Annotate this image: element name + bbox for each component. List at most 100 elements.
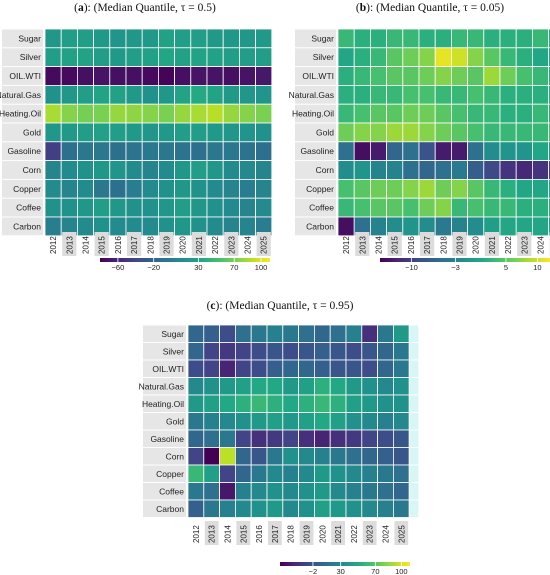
row-label-bg xyxy=(2,217,43,236)
heatmap-edge-cell xyxy=(408,429,420,448)
heatmap-cell xyxy=(282,482,299,501)
col-label-2022: 2022 xyxy=(350,525,359,543)
heatmap-cell xyxy=(266,359,284,378)
row-label-bg xyxy=(143,500,186,517)
heatmap-cell xyxy=(250,324,268,343)
legend-tick-label: 100 xyxy=(395,567,408,575)
heatmap-cell xyxy=(345,359,363,378)
heatmap-cell xyxy=(377,359,394,378)
col-label-bg xyxy=(191,232,206,256)
heatmap-cell xyxy=(298,324,315,343)
heatmap-cell xyxy=(329,342,347,361)
col-label-2019: 2019 xyxy=(163,236,172,254)
col-label-bg xyxy=(394,521,409,545)
col-label-2012: 2012 xyxy=(49,236,58,254)
row-label-sugar: Sugar xyxy=(18,33,41,43)
legend-tick-label: −3 xyxy=(451,263,460,272)
row-label-bg xyxy=(143,413,186,430)
heatmap-cell xyxy=(282,377,299,396)
col-label-2025: 2025 xyxy=(260,236,269,254)
heatmap-cell xyxy=(282,429,299,448)
col-label-bg xyxy=(127,232,142,256)
heatmap-edge-cell xyxy=(408,412,420,431)
row-label-coffee: Coffee xyxy=(159,486,184,496)
heatmap-cell xyxy=(392,377,410,396)
legend-tick-label: 10 xyxy=(533,263,541,272)
row-label-bg xyxy=(143,378,186,395)
heatmap-cell xyxy=(266,412,284,431)
row-label-bg xyxy=(143,395,186,412)
heatmap-cell xyxy=(313,464,331,483)
row-label-gold: Gold xyxy=(166,416,184,426)
heatmap-cell xyxy=(329,377,347,396)
heatmap-cell xyxy=(187,342,205,361)
heatmap-cell xyxy=(361,429,378,448)
heatmap-cell xyxy=(187,447,205,466)
heatmap-cell xyxy=(219,394,236,413)
heatmap-cell xyxy=(282,394,299,413)
heatmap-cell xyxy=(250,482,268,501)
col-label-bg xyxy=(224,232,239,256)
heatmap-cell xyxy=(313,324,331,343)
heatmap-cell xyxy=(219,429,236,448)
heatmap-cell xyxy=(219,464,236,483)
heatmap-cell xyxy=(329,412,347,431)
heatmap-edge-cell xyxy=(408,482,420,501)
heatmap-cell xyxy=(250,359,268,378)
heatmap-cell xyxy=(187,377,205,396)
row-label-heating-oil: Heating.Oil xyxy=(292,109,334,119)
row-label-bg xyxy=(143,483,186,500)
heatmap-cell xyxy=(298,464,315,483)
heatmap-cell xyxy=(234,324,252,343)
row-label-bg xyxy=(143,360,186,377)
row-label-bg xyxy=(143,343,186,360)
heatmap-cell xyxy=(203,447,221,466)
row-label-bg xyxy=(295,29,336,48)
heatmap-cell xyxy=(203,499,221,518)
col-label-bg xyxy=(94,232,109,256)
row-label-oil-wti: OIL.WTI xyxy=(9,71,41,81)
heatmap-cell xyxy=(234,429,252,448)
row-label-bg xyxy=(143,465,186,482)
col-label-2014: 2014 xyxy=(375,236,384,254)
heatmap-cell xyxy=(187,324,205,343)
col-label-bg xyxy=(236,521,251,545)
heatmap-cell xyxy=(329,447,347,466)
row-label-silver: Silver xyxy=(163,346,184,356)
heatmap-cell xyxy=(329,359,347,378)
col-label-2014: 2014 xyxy=(224,525,233,543)
heatmap-cell xyxy=(313,499,331,518)
heatmap-cell xyxy=(377,499,394,518)
col-label-2023: 2023 xyxy=(227,236,236,254)
heatmap-cell xyxy=(548,197,550,218)
heatmap-cell xyxy=(377,324,394,343)
row-label-bg xyxy=(2,123,43,142)
heatmap-cell xyxy=(203,412,221,431)
col-label-bg xyxy=(387,232,402,256)
heatmap-cell xyxy=(234,359,252,378)
row-label-bg xyxy=(2,142,43,161)
heatmap-cell xyxy=(219,447,236,466)
heatmap-cell xyxy=(361,342,378,361)
row-label-bg xyxy=(2,161,43,179)
heatmap-cell xyxy=(361,447,378,466)
col-label-2015: 2015 xyxy=(391,236,400,254)
col-label-bg xyxy=(268,521,282,545)
row-label-bg xyxy=(2,67,43,85)
heatmap-cell xyxy=(392,429,410,448)
heatmap-cell xyxy=(345,482,363,501)
heatmap-cell xyxy=(187,482,205,501)
col-label-2022: 2022 xyxy=(211,236,220,254)
heatmap-cell xyxy=(250,394,268,413)
col-label-2016: 2016 xyxy=(255,525,264,543)
heatmap-cell xyxy=(219,377,236,396)
heatmap-edge-cell xyxy=(408,342,420,361)
row-label-gasoline: Gasoline xyxy=(300,146,334,156)
heatmap-cell xyxy=(392,464,410,483)
heatmap-cell xyxy=(187,464,205,483)
heatmap-cell xyxy=(313,342,331,361)
row-label-sugar: Sugar xyxy=(161,329,184,339)
row-label-gold: Gold xyxy=(316,127,334,137)
heatmap-cell xyxy=(282,447,299,466)
